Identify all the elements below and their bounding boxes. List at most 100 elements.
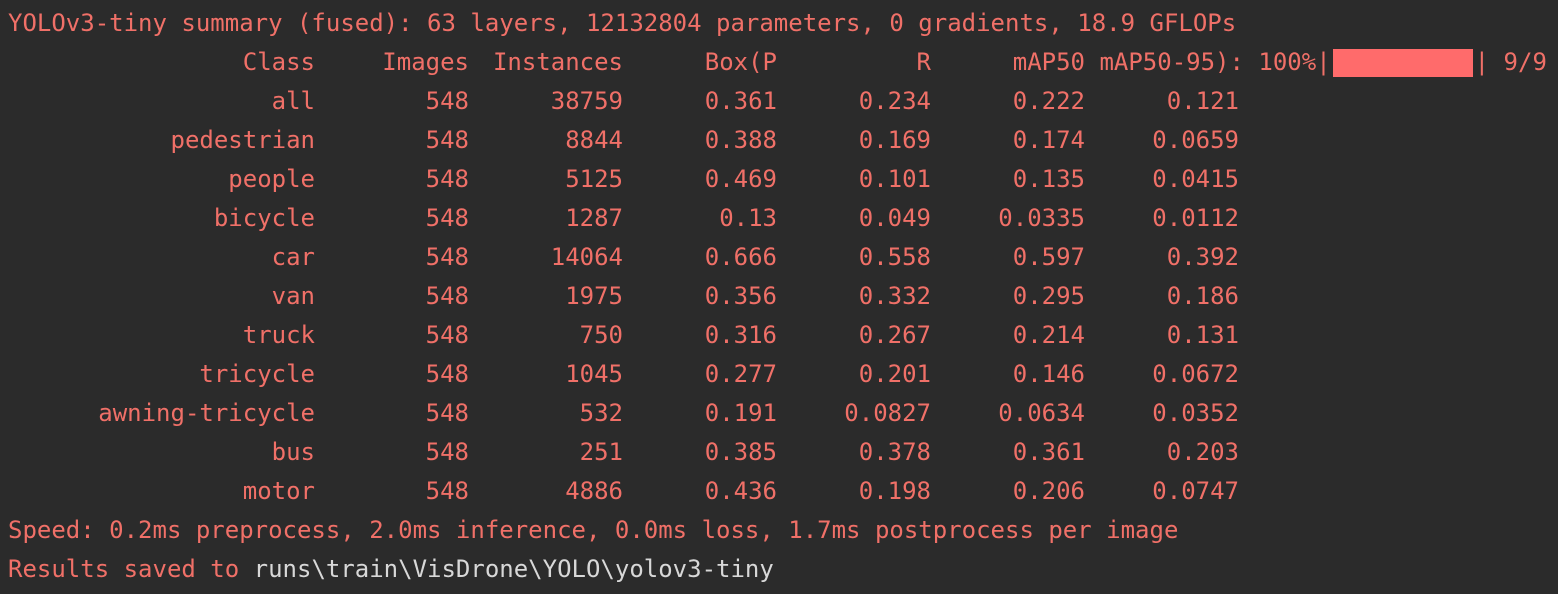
cell-p: 0.356 (704, 282, 777, 310)
table-row: bus 548 251 0.385 0.378 0.361 0.203 (8, 433, 1553, 472)
cell-images: 548 (425, 126, 469, 154)
cell-map50: 0.146 (1012, 360, 1085, 388)
cell-instances: 251 (579, 438, 623, 466)
cell-r: 0.558 (858, 243, 931, 271)
cell-class: van (271, 282, 315, 310)
cell-r: 0.169 (858, 126, 931, 154)
cell-r: 0.332 (858, 282, 931, 310)
results-prefix: Results saved to (8, 555, 254, 583)
cell-instances: 532 (579, 399, 623, 427)
cell-r: 0.0827 (844, 399, 931, 427)
cell-images: 548 (425, 87, 469, 115)
cell-map50: 0.222 (1012, 87, 1085, 115)
table-row: bicycle 548 1287 0.13 0.049 0.0335 0.0112 (8, 199, 1553, 238)
cell-map50-95: 0.0415 (1152, 165, 1239, 193)
cell-instances: 38759 (550, 87, 623, 115)
cell-images: 548 (425, 282, 469, 310)
terminal-output: YOLOv3-tiny summary (fused): 63 layers, … (8, 4, 1553, 589)
cell-images: 548 (425, 399, 469, 427)
cell-map50-95: 0.0747 (1152, 477, 1239, 505)
cell-r: 0.198 (858, 477, 931, 505)
cell-map50: 0.174 (1012, 126, 1085, 154)
cell-class: bus (271, 438, 315, 466)
cell-images: 548 (425, 360, 469, 388)
table-row: motor 548 4886 0.436 0.198 0.206 0.0747 (8, 472, 1553, 511)
cell-instances: 1975 (565, 282, 623, 310)
cell-map50: 0.135 (1012, 165, 1085, 193)
cell-instances: 14064 (550, 243, 623, 271)
cell-map50: 0.206 (1012, 477, 1085, 505)
cell-images: 548 (425, 321, 469, 349)
cell-instances: 750 (579, 321, 623, 349)
cell-r: 0.267 (858, 321, 931, 349)
cell-map50: 0.295 (1012, 282, 1085, 310)
header-instances: Instances (492, 48, 623, 76)
header-class: Class (242, 48, 315, 76)
cell-instances: 1287 (565, 204, 623, 232)
cell-p: 0.277 (704, 360, 777, 388)
cell-class: tricycle (199, 360, 315, 388)
cell-map50-95: 0.0112 (1152, 204, 1239, 232)
cell-r: 0.378 (858, 438, 931, 466)
header-map50-95: mAP50-95): 100%| (1085, 48, 1331, 76)
cell-class: car (271, 243, 315, 271)
table-row: pedestrian 548 8844 0.388 0.169 0.174 0.0659 (8, 121, 1553, 160)
cell-r: 0.049 (858, 204, 931, 232)
header-r: R (916, 48, 931, 76)
table-row: truck 548 750 0.316 0.267 0.214 0.131 (8, 316, 1553, 355)
model-summary-line: YOLOv3-tiny summary (fused): 63 layers, … (8, 9, 1237, 37)
cell-p: 0.316 (704, 321, 777, 349)
cell-p: 0.436 (704, 477, 777, 505)
cell-map50-95: 0.0659 (1152, 126, 1239, 154)
cell-instances: 4886 (565, 477, 623, 505)
cell-p: 0.666 (704, 243, 777, 271)
cell-p: 0.361 (704, 87, 777, 115)
header-images: Images (382, 48, 469, 76)
cell-map50-95: 0.186 (1166, 282, 1239, 310)
cell-class: pedestrian (170, 126, 316, 154)
table-row: car 548 14064 0.666 0.558 0.597 0.392 (8, 238, 1553, 277)
progress-bar (1332, 48, 1473, 77)
cell-map50-95: 0.0352 (1152, 399, 1239, 427)
cell-map50: 0.597 (1012, 243, 1085, 271)
cell-map50-95: 0.392 (1166, 243, 1239, 271)
progress-count: | 9/9 (1474, 48, 1547, 76)
table-row: all 548 38759 0.361 0.234 0.222 0.121 (8, 82, 1553, 121)
cell-class: bicycle (213, 204, 315, 232)
cell-images: 548 (425, 165, 469, 193)
table-row: people 548 5125 0.469 0.101 0.135 0.0415 (8, 160, 1553, 199)
table-row: tricycle 548 1045 0.277 0.201 0.146 0.0672 (8, 355, 1553, 394)
table-row: van 548 1975 0.356 0.332 0.295 0.186 (8, 277, 1553, 316)
results-path: runs\train\VisDrone\YOLO\yolov3-tiny (253, 555, 774, 583)
cell-map50: 0.214 (1012, 321, 1085, 349)
cell-class: truck (242, 321, 315, 349)
cell-map50: 0.0634 (998, 399, 1085, 427)
cell-images: 548 (425, 438, 469, 466)
cell-class: all (271, 87, 315, 115)
cell-map50-95: 0.0672 (1152, 360, 1239, 388)
cell-images: 548 (425, 243, 469, 271)
cell-map50: 0.361 (1012, 438, 1085, 466)
cell-p: 0.388 (704, 126, 777, 154)
cell-map50-95: 0.131 (1166, 321, 1239, 349)
speed-line: Speed: 0.2ms preprocess, 2.0ms inference… (8, 516, 1179, 544)
cell-map50-95: 0.121 (1166, 87, 1239, 115)
cell-class: motor (242, 477, 315, 505)
cell-r: 0.201 (858, 360, 931, 388)
cell-class: people (228, 165, 315, 193)
cell-p: 0.469 (704, 165, 777, 193)
header-box-p: Box(P (704, 48, 777, 76)
cell-p: 0.13 (719, 204, 777, 232)
cell-map50: 0.0335 (998, 204, 1085, 232)
metrics-table-body: all 548 38759 0.361 0.234 0.222 0.121 pedestria… (8, 82, 1553, 511)
cell-r: 0.101 (858, 165, 931, 193)
cell-instances: 5125 (565, 165, 623, 193)
table-row: awning-tricycle 548 532 0.191 0.0827 0.0634 0.… (8, 394, 1553, 433)
cell-p: 0.191 (704, 399, 777, 427)
cell-r: 0.234 (858, 87, 931, 115)
table-header: Class Images Instances Box(P R mAP50 mAP… (8, 43, 1553, 82)
cell-class: awning-tricycle (98, 399, 315, 427)
cell-instances: 8844 (565, 126, 623, 154)
results-line: Results saved to runs\train\VisDrone\YOL… (8, 550, 1553, 589)
cell-images: 548 (425, 477, 469, 505)
